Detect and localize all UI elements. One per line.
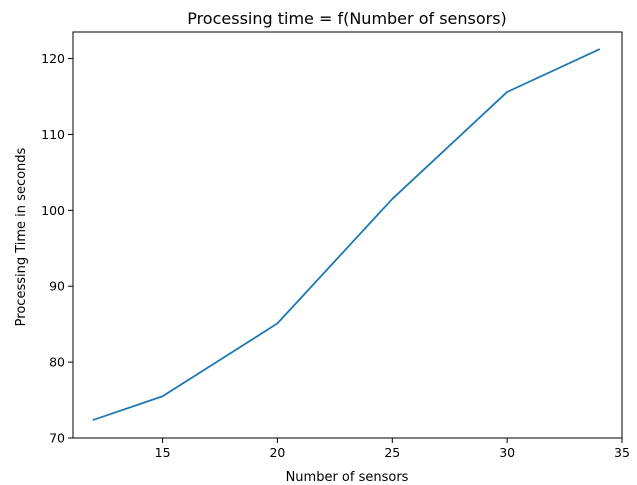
y-axis-label: Processing Time in seconds: [14, 147, 29, 326]
axes-frame: [72, 31, 623, 439]
y-tick-label-100: 100: [41, 203, 65, 218]
chart-title: Processing time = f(Number of sensors): [187, 9, 507, 28]
y-tick-label-80: 80: [49, 355, 65, 370]
series-line-0: [92, 48, 601, 421]
x-tick-label-15: 15: [155, 445, 171, 460]
y-tick-label-120: 120: [41, 51, 65, 66]
y-tick-label-90: 90: [49, 279, 65, 294]
x-tick-label-20: 20: [269, 445, 285, 460]
y-tick-label-110: 110: [41, 127, 65, 142]
x-axis-label: Number of sensors: [286, 470, 409, 485]
plot-area: 15 20 25 30 35 70 80 90 100 110 120: [41, 31, 630, 460]
y-tick-label-70: 70: [49, 431, 65, 446]
x-tick-label-25: 25: [384, 445, 400, 460]
x-tick-label-35: 35: [614, 445, 630, 460]
x-tick-label-30: 30: [499, 445, 515, 460]
